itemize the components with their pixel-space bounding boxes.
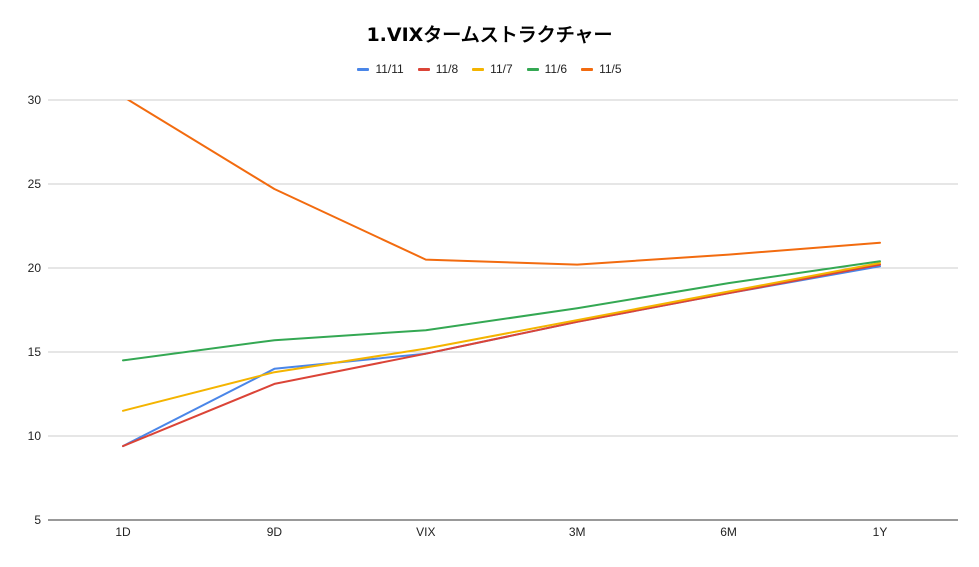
series-line-11-6 bbox=[122, 260, 881, 362]
legend: 11/11 11/8 11/7 11/6 11/5 bbox=[0, 62, 979, 76]
x-tick-label: 9D bbox=[267, 525, 283, 539]
series-line-11-8 bbox=[122, 263, 881, 448]
legend-label: 11/8 bbox=[435, 62, 459, 76]
legend-label: 11/5 bbox=[599, 62, 622, 76]
series-line-11-5 bbox=[126, 100, 881, 266]
legend-swatch bbox=[472, 67, 485, 71]
x-tick-label: VIX bbox=[416, 525, 435, 539]
legend-item[interactable]: 11/6 bbox=[526, 62, 568, 76]
legend-label: 11/6 bbox=[544, 62, 568, 76]
legend-item[interactable]: 11/8 bbox=[417, 62, 459, 76]
legend-item[interactable]: 11/11 bbox=[357, 62, 404, 76]
y-tick-label: 15 bbox=[28, 345, 42, 359]
legend-swatch bbox=[417, 67, 430, 71]
series-line-11-11 bbox=[122, 265, 881, 448]
legend-swatch bbox=[581, 67, 594, 71]
x-tick-label: 6M bbox=[720, 525, 737, 539]
legend-swatch bbox=[526, 67, 539, 71]
x-tick-label: 1D bbox=[115, 525, 131, 539]
y-tick-label: 10 bbox=[28, 429, 42, 443]
chart-title: 1.VIXタームストラクチャー bbox=[366, 24, 613, 46]
y-tick-label: 25 bbox=[28, 177, 42, 191]
legend-item[interactable]: 11/7 bbox=[472, 62, 513, 76]
legend-label: 11/7 bbox=[490, 62, 513, 76]
series-group bbox=[122, 100, 881, 448]
x-tick-label: 1Y bbox=[873, 525, 888, 539]
x-tick-label: 3M bbox=[569, 525, 586, 539]
y-tick-label: 5 bbox=[34, 513, 41, 527]
series-line-11-7 bbox=[122, 262, 881, 412]
legend-label: 11/11 bbox=[375, 62, 404, 76]
legend-swatch bbox=[357, 67, 370, 71]
legend-item[interactable]: 11/5 bbox=[581, 62, 622, 76]
y-tick-label: 30 bbox=[28, 93, 42, 107]
y-tick-label: 20 bbox=[28, 261, 42, 275]
